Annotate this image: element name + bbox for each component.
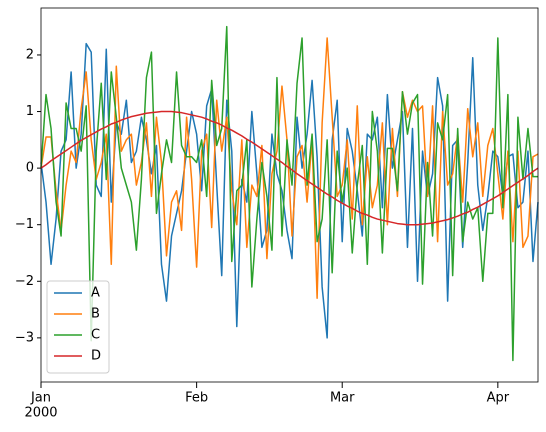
legend-label: D (91, 349, 101, 364)
series-line (40, 37, 539, 300)
y-tick-label: −1 (15, 217, 34, 232)
legend-label: A (91, 286, 100, 301)
legend-label: B (91, 307, 100, 322)
x-tick-label: Jan (30, 391, 51, 406)
legend-frame (46, 280, 110, 374)
x-tick-label: Apr (487, 391, 510, 406)
x-tick-label: Feb (185, 391, 208, 406)
plot-frame (40, 7, 539, 383)
y-tick-label: 2 (26, 47, 34, 62)
x-tick-label: Mar (330, 391, 355, 406)
legend-label: C (91, 328, 100, 343)
x-year-label: 2000 (24, 406, 57, 421)
y-tick-label: −2 (15, 274, 34, 289)
series-line (40, 110, 539, 226)
y-tick-label: −3 (15, 330, 34, 345)
y-tick-label: 0 (26, 161, 34, 176)
series-line (40, 25, 538, 362)
series-line (40, 42, 539, 339)
y-tick-label: 1 (26, 104, 34, 119)
